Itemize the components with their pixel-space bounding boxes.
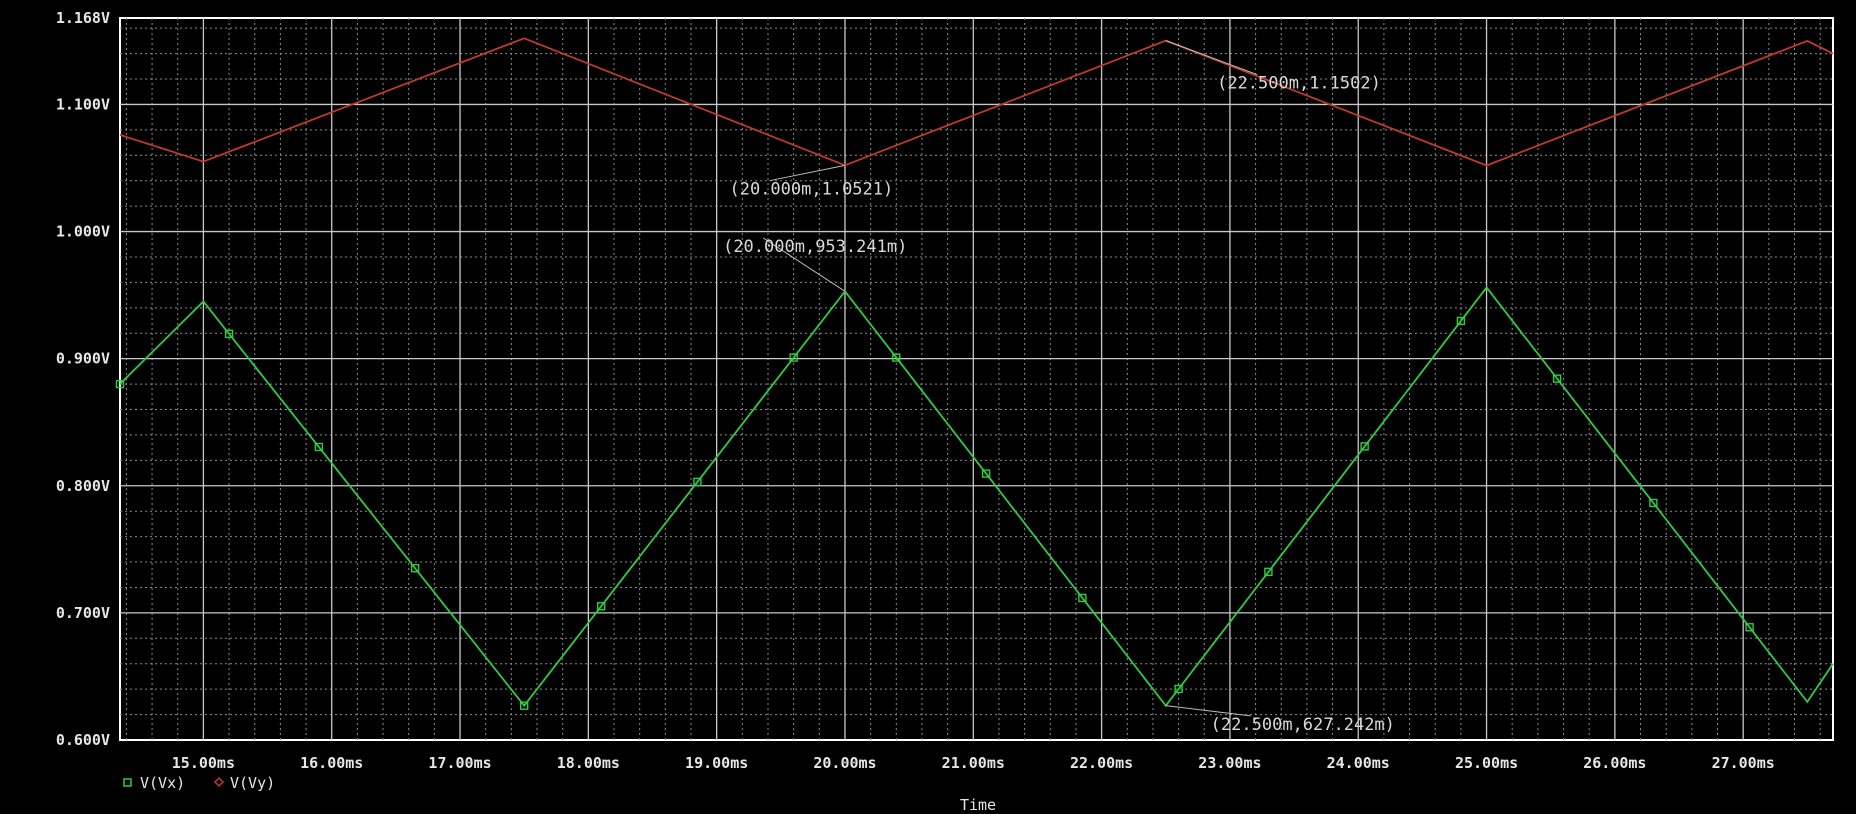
annotation-leader (1165, 705, 1251, 717)
legend-label-vy: V(Vy) (230, 774, 275, 792)
data-point (1456, 316, 1466, 326)
x-tick-label: 27.00ms (1712, 754, 1775, 772)
data-point (892, 353, 901, 362)
plot-frame (119, 17, 1834, 741)
annotation-leader (769, 164, 846, 182)
minor-grid (120, 18, 1833, 740)
y-axis-ticks: 0.600V 0.700V 0.800V 0.900V 1.000V 1.100V 1.16… (56, 9, 110, 749)
data-point (1174, 684, 1183, 694)
data-point (410, 564, 420, 573)
annotation-leader (1165, 40, 1258, 76)
x-tick-label: 18.00ms (557, 754, 620, 772)
data-point (1745, 623, 1754, 632)
data-point (115, 379, 125, 389)
legend-marker-vy (213, 776, 225, 788)
data-point (1264, 567, 1273, 577)
data-point (314, 442, 324, 452)
data-point (693, 477, 702, 487)
y-tick-label: 1.100V (56, 95, 110, 113)
series-line-v-vy (119, 37, 1834, 167)
x-tick-label: 26.00ms (1583, 754, 1646, 772)
series-line-v-vx (119, 286, 1834, 708)
x-tick-label: 25.00ms (1455, 754, 1518, 772)
annotation-label: (22.500m,1.1502) (1217, 74, 1381, 94)
legend-marker-vx (123, 778, 132, 787)
x-tick-label: 15.00ms (172, 754, 235, 772)
series-layer (115, 37, 1834, 710)
annotation-label: (20.000m,953.241m) (723, 237, 907, 257)
legend: V(Vx) V(Vy) (123, 774, 275, 792)
y-tick-label: 0.700V (56, 604, 110, 622)
x-tick-label: 17.00ms (428, 754, 491, 772)
data-point (1078, 593, 1087, 603)
annotation-leader (762, 237, 846, 292)
data-point (519, 701, 529, 710)
data-point (1649, 498, 1658, 508)
annotations: (22.500m,1.1502) (20.000m,1.0521) (20.000m… (723, 40, 1395, 735)
annotation-label: (20.000m,1.0521) (729, 180, 893, 200)
x-tick-label: 23.00ms (1198, 754, 1261, 772)
y-tick-label: 0.800V (56, 477, 110, 495)
data-point (1360, 442, 1369, 451)
data-point (596, 602, 606, 611)
x-tick-label: 20.00ms (813, 754, 876, 772)
x-tick-label: 24.00ms (1327, 754, 1390, 772)
y-tick-label: 1.000V (56, 223, 110, 241)
x-tick-label: 22.00ms (1070, 754, 1133, 772)
data-point (1552, 374, 1562, 383)
data-point (789, 353, 798, 362)
data-point (224, 329, 234, 338)
x-axis-ticks: 15.00ms 16.00ms 17.00ms 18.00ms 19.00ms 20.00… (172, 754, 1775, 772)
y-tick-label: 0.900V (56, 350, 110, 368)
x-tick-label: 19.00ms (685, 754, 748, 772)
x-axis-label: Time (960, 796, 996, 814)
annotation-label: (22.500m,627.242m) (1211, 715, 1395, 735)
y-tick-label: 1.168V (56, 9, 110, 27)
x-tick-label: 21.00ms (942, 754, 1005, 772)
data-point (981, 469, 991, 478)
y-tick-label: 0.600V (56, 731, 110, 749)
x-tick-label: 16.00ms (300, 754, 363, 772)
legend-label-vx: V(Vx) (140, 774, 185, 792)
